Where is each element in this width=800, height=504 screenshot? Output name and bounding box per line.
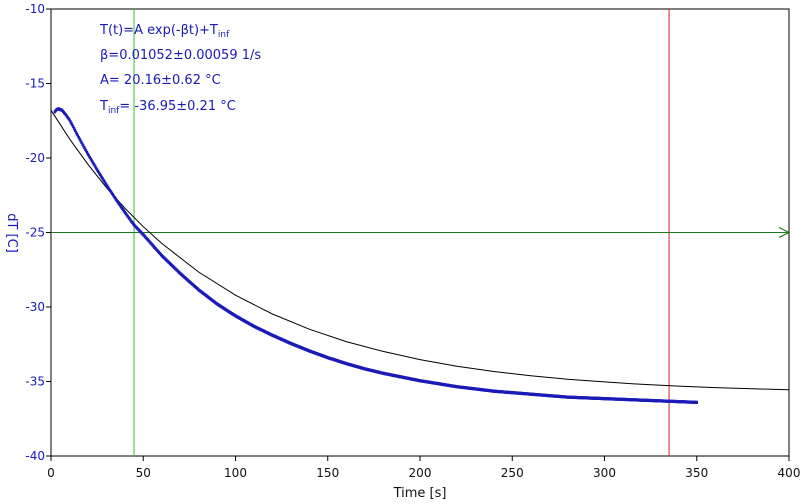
x-tick-label: 150 <box>316 466 339 480</box>
model-formula: T(t)=A exp(-βt)+Tinf <box>99 23 230 40</box>
data-point <box>86 151 89 155</box>
data-point <box>82 144 85 148</box>
data-point <box>87 154 90 158</box>
x-axis-title: Time [s] <box>393 486 447 501</box>
data-point <box>94 165 97 169</box>
beta-value: β=0.01052±0.00059 1/s <box>100 48 261 63</box>
data-point <box>85 149 88 153</box>
data-point <box>72 125 75 129</box>
x-tick-label: 300 <box>593 466 616 480</box>
tinf-value: Tinf= -36.95±0.21 °C <box>99 99 236 116</box>
marker-lines <box>51 9 791 456</box>
y-axis-ticks: -10 -15 -20 -25 -30 -35 -40 <box>25 2 51 463</box>
data-point <box>695 400 698 404</box>
data-point <box>73 127 76 131</box>
data-point <box>68 118 71 122</box>
y-tick-label: -15 <box>25 77 45 91</box>
y-tick-label: -30 <box>25 300 45 314</box>
y-tick-label: -20 <box>25 151 45 165</box>
y-tick-label: -40 <box>25 449 45 463</box>
fit-curve-layer <box>50 109 790 391</box>
fit-curve <box>50 109 790 391</box>
x-tick-label: 200 <box>409 466 432 480</box>
x-tick-label: 0 <box>47 466 55 480</box>
data-point <box>69 120 72 124</box>
data-point <box>74 128 77 132</box>
x-tick-label: 250 <box>501 466 524 480</box>
data-point <box>77 135 80 140</box>
data-point <box>84 147 87 151</box>
horizontal-marker-arrow <box>778 226 791 239</box>
y-tick-label: -25 <box>25 226 45 240</box>
data-point <box>80 140 83 145</box>
a-value: A= 20.16±0.62 °C <box>100 73 221 88</box>
x-tick-label: 100 <box>224 466 247 480</box>
data-point <box>71 123 74 127</box>
x-axis-ticks: 0 50 100 150 200 250 300 350 400 <box>47 456 800 480</box>
y-tick-label: -35 <box>25 375 45 389</box>
x-tick-label: 350 <box>685 466 708 480</box>
data-point <box>74 130 78 134</box>
y-tick-label: -10 <box>25 2 45 16</box>
data-point <box>81 142 84 146</box>
x-tick-label: 400 <box>778 466 800 480</box>
x-tick-label: 50 <box>136 466 151 480</box>
y-axis-title: dT [C] <box>4 213 19 253</box>
data-point <box>76 134 79 138</box>
data-points-layer <box>53 107 698 404</box>
fit-annotation: T(t)=A exp(-βt)+Tinf β=0.01052±0.00059 1… <box>99 23 261 116</box>
data-point <box>78 137 81 141</box>
